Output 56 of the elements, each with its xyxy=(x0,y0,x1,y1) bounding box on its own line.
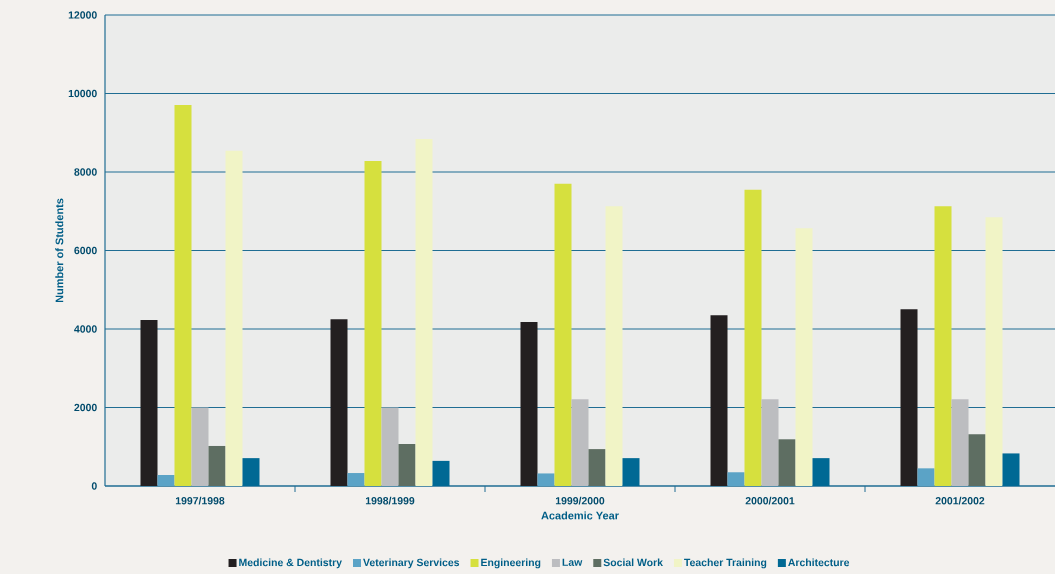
bar xyxy=(710,315,728,486)
x-tick-label: 1997/1998 xyxy=(175,496,225,505)
bar xyxy=(571,399,589,486)
x-axis-title: Academic Year xyxy=(541,511,619,520)
bar xyxy=(812,458,830,486)
bar xyxy=(622,458,640,486)
bar xyxy=(364,161,382,486)
legend-label: Law xyxy=(562,558,583,566)
x-tick-label: 1999/2000 xyxy=(555,496,605,505)
bar xyxy=(934,206,952,486)
bar xyxy=(744,189,762,486)
legend-label: Veterinary Services xyxy=(363,558,460,569)
y-axis-title: Number of Students xyxy=(55,198,64,303)
y-tick-label: 4000 xyxy=(74,325,97,333)
x-tick-label: 2001/2002 xyxy=(935,496,985,505)
y-tick-label: 8000 xyxy=(74,168,97,176)
legend-label: Teacher Training xyxy=(684,558,767,569)
bar xyxy=(415,139,433,486)
bar xyxy=(605,206,623,486)
x-tick-label: 2000/2001 xyxy=(745,496,795,505)
x-tick-label: 1998/1999 xyxy=(365,496,415,505)
bar xyxy=(761,399,779,486)
bar xyxy=(778,439,796,486)
bar xyxy=(330,319,348,486)
y-tick-label: 10000 xyxy=(68,89,97,98)
bar xyxy=(432,460,450,486)
bar xyxy=(225,150,243,486)
bar xyxy=(191,407,209,486)
bar xyxy=(208,445,226,486)
bar xyxy=(727,472,745,486)
y-tick-label: 2000 xyxy=(74,403,97,412)
bar xyxy=(917,468,935,486)
bar xyxy=(795,228,813,486)
legend-label: Engineering xyxy=(481,558,541,569)
legend-label: Architecture xyxy=(788,558,850,567)
bar xyxy=(985,217,1003,486)
y-tick-label: 0 xyxy=(91,482,97,490)
bar xyxy=(242,458,260,486)
legend-label: Medicine & Dentistry xyxy=(239,558,342,569)
bar xyxy=(1002,453,1020,486)
bar xyxy=(968,434,986,486)
bar xyxy=(381,407,399,486)
bar xyxy=(588,449,606,486)
y-tick-label: 6000 xyxy=(74,246,97,255)
bar xyxy=(951,399,969,486)
bar xyxy=(537,473,555,486)
bar xyxy=(174,104,192,486)
bar xyxy=(157,475,175,486)
y-tick-label: 12000 xyxy=(68,11,97,19)
bar xyxy=(140,319,158,486)
bar xyxy=(398,444,416,486)
bar xyxy=(900,309,918,486)
bar xyxy=(347,473,365,486)
bar xyxy=(554,183,572,486)
bar xyxy=(520,321,538,486)
legend-label: Social Work xyxy=(603,558,663,567)
